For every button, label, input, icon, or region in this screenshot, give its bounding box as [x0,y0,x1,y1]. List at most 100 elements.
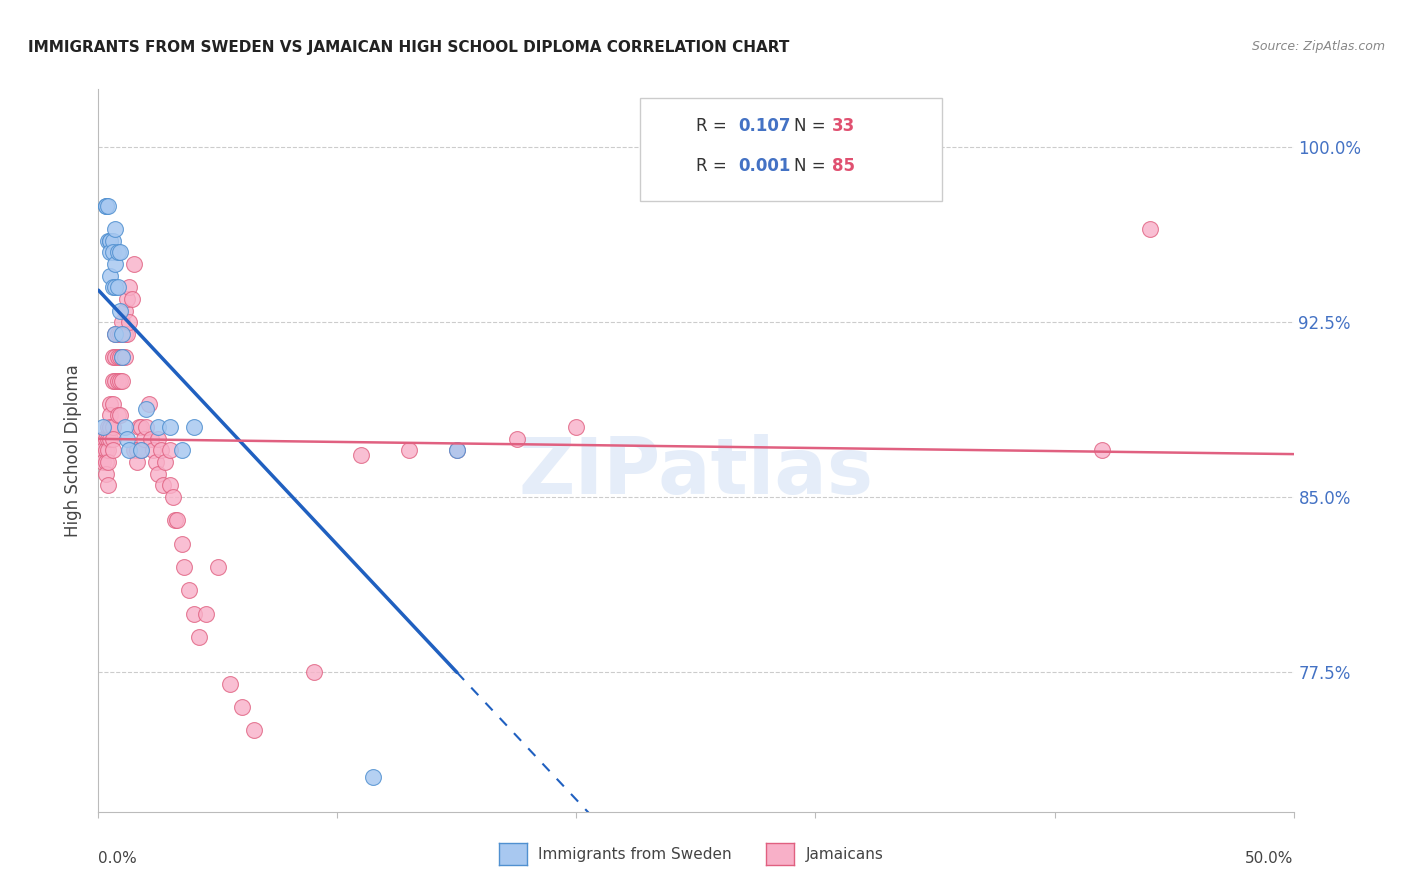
Point [135,401,157,416]
Point [118,315,141,329]
Point [104,350,127,364]
Point [398,443,420,458]
Point [132,432,155,446]
Point [121,292,143,306]
Point [101,397,124,411]
Point [97,478,120,492]
Point [1139,222,1161,236]
Point [172,443,194,458]
Point [91,455,114,469]
Point [179,583,201,598]
Point [108,374,131,388]
Point [114,303,136,318]
Point [183,420,205,434]
Point [145,455,167,469]
Point [107,280,129,294]
Point [128,420,150,434]
Point [111,374,134,388]
Text: 85: 85 [832,157,855,175]
Point [183,607,205,621]
Point [104,326,127,341]
Point [135,420,157,434]
Point [506,432,529,446]
Point [94,443,117,458]
Point [97,199,120,213]
Text: Immigrants from Sweden: Immigrants from Sweden [538,847,733,862]
Point [97,455,120,469]
Point [98,409,122,423]
Point [148,420,170,434]
Point [108,326,131,341]
Point [446,443,468,458]
Point [104,326,127,341]
Text: R =: R = [696,157,733,175]
Point [98,397,122,411]
Point [172,537,194,551]
Point [125,443,148,458]
Point [101,432,124,446]
Point [94,467,117,481]
Text: N =: N = [794,157,831,175]
Point [107,350,129,364]
Point [138,397,160,411]
Point [97,234,120,248]
Point [91,420,114,434]
Text: 0.001: 0.001 [738,157,790,175]
Point [124,257,146,271]
Point [91,432,114,446]
Point [149,443,172,458]
Point [124,443,146,458]
Point [1091,443,1114,458]
Point [104,374,127,388]
Point [166,513,188,527]
Point [231,699,253,714]
Point [98,245,122,260]
Point [98,432,122,446]
Point [152,478,174,492]
Point [350,448,373,462]
Text: R =: R = [696,117,733,135]
Point [101,350,124,364]
Point [101,245,124,260]
Text: 50.0%: 50.0% [1246,851,1294,865]
Text: Source: ZipAtlas.com: Source: ZipAtlas.com [1251,40,1385,54]
Point [111,350,134,364]
Point [114,350,136,364]
Point [107,326,129,341]
Point [104,257,127,271]
Point [207,560,229,574]
Text: 0.107: 0.107 [738,117,790,135]
Point [111,315,134,329]
Point [97,420,120,434]
Point [94,199,117,213]
Point [108,303,131,318]
Point [363,770,385,784]
Point [115,432,138,446]
Point [108,350,131,364]
Point [125,455,148,469]
Point [91,443,114,458]
Point [159,443,181,458]
Point [118,280,141,294]
Point [115,292,138,306]
Point [104,280,127,294]
Point [108,409,131,423]
Point [101,374,124,388]
Text: 33: 33 [832,117,856,135]
Point [131,443,153,458]
Text: N =: N = [794,117,831,135]
Point [101,280,124,294]
Point [148,467,170,481]
Point [98,234,122,248]
Text: 0.0%: 0.0% [98,851,138,865]
Text: ZIPatlas: ZIPatlas [519,434,873,510]
Point [107,409,129,423]
Point [159,478,181,492]
Point [94,432,117,446]
Point [131,420,153,434]
Point [163,513,186,527]
Point [97,443,120,458]
Point [446,443,468,458]
Point [565,420,588,434]
Point [243,723,266,738]
